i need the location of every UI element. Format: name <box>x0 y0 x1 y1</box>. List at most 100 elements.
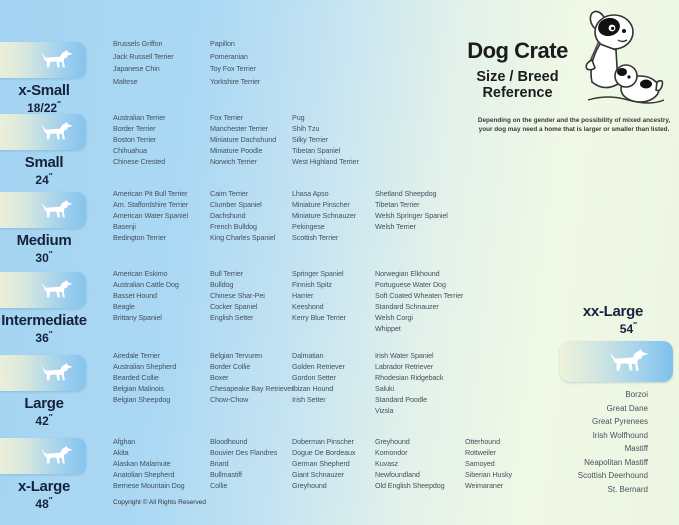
breed-name: Belgian Sheepdog <box>113 395 171 404</box>
breed-name: Collie <box>210 481 228 490</box>
breed-column: Fox Terrier Manchester Terrier Miniature D… <box>210 112 298 167</box>
breed-name: Harrier <box>292 291 314 300</box>
size-label: x-Large <box>17 478 71 495</box>
breed-name: West Highland Terrier <box>292 157 359 166</box>
size-dimension: 18/22″ <box>27 100 61 115</box>
breed-name: Cocker Spaniel <box>210 302 258 311</box>
breed-name: Border Collie <box>210 362 251 371</box>
breed-name: Afghan <box>113 437 136 446</box>
size-label: x-Small <box>18 82 70 99</box>
breed-name: Brittany Spaniel <box>113 313 162 322</box>
size-tile <box>0 355 86 391</box>
breed-column: Otterhound Rottweiler Samoyed Siberian Husk… <box>465 436 560 491</box>
breed-name: Basenji <box>113 222 136 231</box>
breed-name: Belgian Malinois <box>113 384 164 393</box>
breed-name: Miniature Poodle <box>210 146 263 155</box>
breed-name: Siberian Husky <box>465 470 512 479</box>
breed-column: Belgian Tervuren Border Collie Boxer Chesap… <box>210 350 298 405</box>
breed-name: Dogue De Bordeaux <box>292 448 356 457</box>
breed-name: Welsh Corgi <box>375 313 413 322</box>
breed-column: American Eskimo Australian Cattle Dog Bass… <box>113 268 209 323</box>
breed-name: American Pit Bull Terrier <box>113 189 188 198</box>
breed-name: Pug <box>292 113 305 122</box>
breed-name: Boston Terrier <box>113 135 157 144</box>
breed-name: Scottish Deerhound <box>577 471 648 480</box>
breed-name: Japanese Chin <box>113 64 160 73</box>
dog-teacher-illustration <box>585 10 665 104</box>
dog-silhouette-icon <box>610 349 649 371</box>
page-title: Dog Crate <box>467 38 568 63</box>
page-subtitle: Size / Breed Reference <box>476 69 559 101</box>
copyright-notice: Copyright © All Rights Reserved <box>113 499 206 506</box>
breed-name: Basset Hound <box>113 291 157 300</box>
breed-name: Old English Sheepdog <box>375 481 445 490</box>
breed-name: English Setter <box>210 313 254 322</box>
breed-name: Bernese Mountain Dog <box>113 481 185 490</box>
size-label: Large <box>24 395 64 412</box>
breed-name: Springer Spaniel <box>292 269 344 278</box>
breed-name: Pomeranian <box>210 51 248 61</box>
size-dimension: 42″ <box>35 413 53 428</box>
disclaimer-text: Depending on the gender and the possibil… <box>477 117 671 133</box>
size-dimension: 36″ <box>35 330 53 345</box>
breed-column: Springer Spaniel Finnish Spitz Harrier Kees… <box>292 268 384 323</box>
breed-name: Chow-Chow <box>210 395 249 404</box>
breed-name: American Water Spaniel <box>113 211 189 220</box>
breed-name: Keeshond <box>292 302 324 311</box>
breed-name: Finnish Spitz <box>292 280 332 289</box>
breed-name: Australian Shepherd <box>113 362 177 371</box>
breed-name: Jack Russell Terrier <box>113 51 174 61</box>
breed-column: Pug Shih Tzu Silky Terrier Tibetan Spaniel W… <box>292 112 384 167</box>
size-tile <box>0 114 86 150</box>
breed-name: Bedington Terrier <box>113 233 166 242</box>
breed-name: Newfoundland <box>375 470 420 479</box>
breed-column: Lhasa Apso Miniature Pinscher Miniature Sc… <box>292 188 384 243</box>
breed-name: Pekingese <box>292 222 325 231</box>
breed-column: American Pit Bull Terrier Am. Staffordshi… <box>113 188 209 243</box>
breed-name: Beagle <box>113 302 135 311</box>
breed-name: Welsh Terrier <box>375 222 416 231</box>
breed-name: Giant Schnauzer <box>292 470 345 479</box>
breed-name: Standard Poodle <box>375 395 428 404</box>
breed-name: Anatolian Shepherd <box>113 470 175 479</box>
breed-name: Great Pyrenees <box>591 417 648 426</box>
breed-name: Miniature Schnauzer <box>292 211 357 220</box>
breed-name: Greyhound <box>375 437 410 446</box>
breed-column: Cairn Terrier Clumber Spaniel Dachshund Fre… <box>210 188 298 243</box>
breed-name: Boxer <box>210 373 229 382</box>
size-label: Intermediate <box>1 312 87 329</box>
breed-name: Mastiff <box>624 444 648 453</box>
size-label: Medium <box>16 232 72 249</box>
breed-name: Bloodhound <box>210 437 248 446</box>
breed-name: Manchester Terrier <box>210 124 268 133</box>
dog-silhouette-icon <box>41 279 73 298</box>
breed-name: Gordon Setter <box>292 373 336 382</box>
breed-column: Airedale Terrier Australian Shepherd Beard… <box>113 350 209 405</box>
breed-name: Toy Fox Terrier <box>210 64 256 73</box>
size-tile <box>0 272 86 308</box>
breed-name: German Shepherd <box>292 459 350 468</box>
dog-silhouette-icon <box>41 445 73 464</box>
breed-name: Irish Wolfhound <box>592 430 648 440</box>
breed-name: Ibizan Hound <box>292 384 334 393</box>
breed-column: Irish Water Spaniel Labrador Retriever Rho… <box>375 350 500 416</box>
breed-column: Bloodhound Bouvier Des Flandres Briard Bull… <box>210 436 298 491</box>
breed-name: Border Terrier <box>113 124 156 133</box>
breed-name: Briard <box>210 459 229 468</box>
breed-name: Dalmatian <box>292 351 324 360</box>
breed-column: Norwegian Elkhound Portuguese Water Dog So… <box>375 268 500 334</box>
breed-name: Australian Cattle Dog <box>113 280 179 289</box>
breed-name: Bulldog <box>210 280 234 289</box>
breed-name: Norwegian Elkhound <box>375 269 440 278</box>
breed-name: Doberman Pinscher <box>292 437 354 446</box>
breed-name: Australian Terrier <box>113 113 166 122</box>
breed-name: Bearded Collie <box>113 373 159 382</box>
breed-name: Brussels Griffon <box>113 39 163 48</box>
breed-name: Norwich Terrier <box>210 157 257 166</box>
breed-column: Doberman Pinscher Dogue De Bordeaux German… <box>292 436 384 491</box>
breed-name: Irish Setter <box>292 395 326 404</box>
breed-name: Maltese <box>113 76 138 86</box>
breed-name: Chinese Shar-Pei <box>210 291 265 300</box>
breed-column: Papillon Pomeranian Toy Fox Terrier Yorkshi… <box>210 38 298 88</box>
